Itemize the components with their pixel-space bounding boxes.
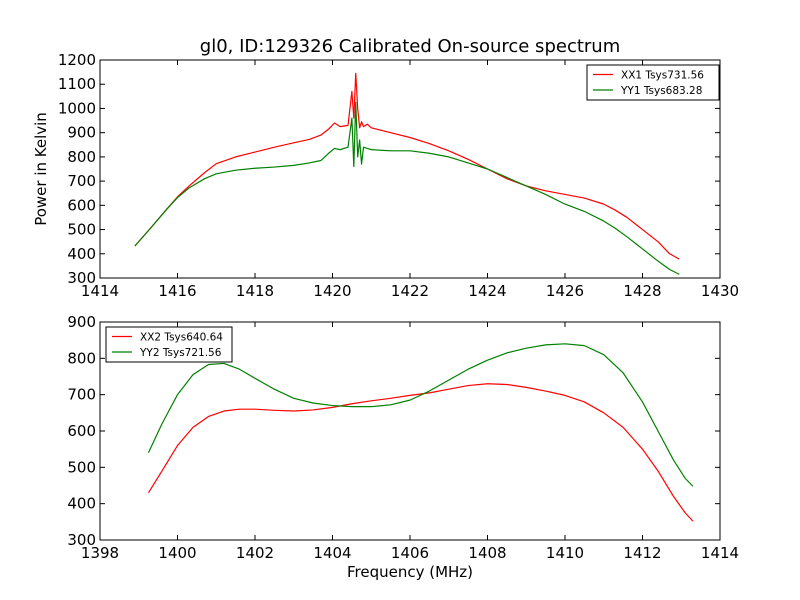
x-tick-label: 1426	[546, 282, 584, 300]
x-tick-label: 1398	[81, 544, 119, 562]
x-tick-label: 1404	[313, 544, 351, 562]
x-tick-label: 1414	[701, 544, 739, 562]
series-line-yy2	[147, 343, 694, 487]
x-tick-label: 1400	[158, 544, 196, 562]
y-tick-label: 900	[67, 124, 96, 142]
series-line-yy1	[134, 101, 680, 275]
y-tick-label: 1200	[58, 51, 96, 69]
chart-title: gl0, ID:129326 Calibrated On-source spec…	[200, 36, 620, 57]
x-tick-label: 1422	[391, 282, 429, 300]
legend-entry: YY2 Tsys721.56	[139, 347, 222, 359]
y-tick-label: 800	[67, 349, 96, 367]
x-tick-label: 1408	[468, 544, 506, 562]
y-tick-label: 700	[67, 386, 96, 404]
x-tick-label: 1430	[701, 282, 739, 300]
legend-box	[105, 326, 233, 363]
y-tick-label: 1000	[58, 99, 96, 117]
x-axis-label: Frequency (MHz)	[347, 563, 473, 581]
y-tick-label: 300	[67, 531, 96, 549]
y-tick-label: 600	[67, 422, 96, 440]
legend-entry: XX2 Tsys640.64	[140, 332, 223, 344]
x-tick-label: 1402	[236, 544, 274, 562]
y-tick-label: 400	[67, 245, 96, 263]
y-tick-label: 500	[67, 458, 96, 476]
y-tick-label: 900	[67, 313, 96, 331]
series-line-xx2	[147, 383, 694, 522]
y-tick-label: 1100	[58, 75, 96, 93]
y-tick-label: 500	[67, 221, 96, 239]
x-tick-label: 1428	[623, 282, 661, 300]
y-axis-label: Power in Kelvin	[32, 112, 50, 226]
x-tick-label: 1410	[546, 544, 584, 562]
bottom-panel: 1398 1400 1402 1404 1406 1408 1410 1412 1414 300 4…	[67, 313, 739, 581]
legend-entry: XX1 Tsys731.56	[621, 70, 704, 82]
y-tick-label: 400	[67, 495, 96, 513]
series-line-xx1	[134, 72, 680, 260]
x-tick-label: 1406	[391, 544, 429, 562]
x-tick-label: 1416	[158, 282, 196, 300]
y-tick-label: 300	[67, 269, 96, 287]
x-tick-label: 1414	[81, 282, 119, 300]
x-tick-label: 1424	[468, 282, 506, 300]
y-tick-label: 800	[67, 148, 96, 166]
x-tick-label: 1412	[623, 544, 661, 562]
x-tick-label: 1418	[236, 282, 274, 300]
y-tick-label: 600	[67, 196, 96, 214]
legend-box	[586, 64, 720, 101]
legend-entry: YY1 Tsys683.28	[620, 85, 702, 97]
y-tick-label: 700	[67, 172, 96, 190]
legend: XX2 Tsys640.64 YY2 Tsys721.56	[105, 326, 233, 363]
x-tick-label: 1420	[313, 282, 351, 300]
legend: XX1 Tsys731.56 YY1 Tsys683.28	[586, 64, 720, 101]
top-panel: 1414 1416 1418 1420 1422 1424 1426 1428 1430 300 4…	[32, 36, 739, 300]
